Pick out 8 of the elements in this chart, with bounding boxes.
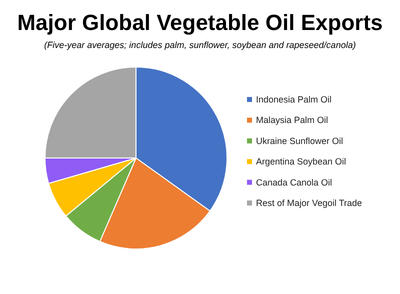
legend-label: Ukraine Sunflower Oil bbox=[256, 136, 344, 146]
legend-label: Indonesia Palm Oil bbox=[256, 94, 332, 104]
legend-label: Rest of Major Vegoil Trade bbox=[256, 198, 362, 208]
legend-label: Canada Canola Oil bbox=[256, 177, 332, 188]
chart-title: Major Global Vegetable Oil Exports bbox=[17, 10, 383, 35]
chart-subtitle: (Five-year averages; includes palm, sunflower, soybean and rapeseed/canola) bbox=[44, 40, 356, 50]
legend-label: Malaysia Palm Oil bbox=[256, 115, 328, 126]
legend-label: Argentina Soybean Oil bbox=[256, 156, 346, 167]
